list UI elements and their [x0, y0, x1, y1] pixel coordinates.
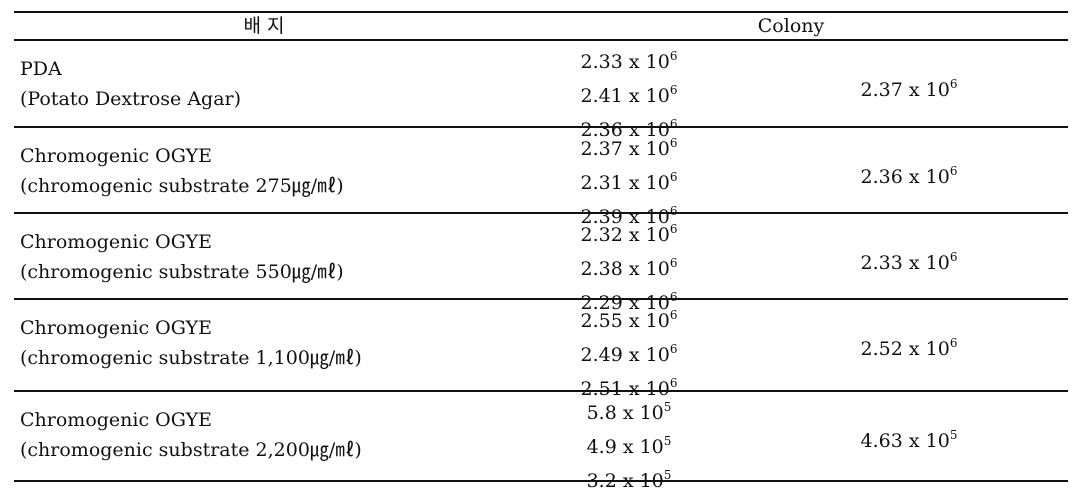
colony-value: 2.51 x 106: [580, 376, 678, 400]
medium-name: Chromogenic OGYE (chromogenic substrate 5…: [20, 231, 344, 283]
row-rule: [14, 212, 1068, 214]
table-row: Chromogenic OGYE (chromogenic substrate 2…: [14, 127, 1068, 228]
colony-mean: 4.63 x 105: [860, 428, 958, 452]
medium-name: Chromogenic OGYE (chromogenic substrate 2…: [20, 409, 362, 461]
colony-value: 2.37 x 106: [580, 136, 678, 160]
colony-values: 2.32 x 106 2.38 x 106 2.29 x 106: [534, 215, 724, 317]
row-rule: [14, 480, 1068, 482]
row-rule: [14, 390, 1068, 392]
header-rule: [14, 39, 1068, 41]
colony-values: 2.55 x 106 2.49 x 106 2.51 x 106: [534, 301, 724, 403]
colony-values: 2.33 x 106 2.41 x 106 2.36 x 106: [534, 42, 724, 144]
colony-value: 2.29 x 106: [580, 290, 678, 314]
colony-value: 3.2 x 105: [586, 468, 672, 492]
header-colony: Colony: [757, 15, 825, 37]
medium-name: PDA (Potato Dextrose Agar): [20, 58, 242, 110]
colony-value: 5.8 x 105: [586, 400, 672, 424]
colony-mean: 2.37 x 106: [860, 77, 958, 101]
colony-value: 2.49 x 106: [580, 342, 678, 366]
medium-name: Chromogenic OGYE (chromogenic substrate 2…: [20, 145, 344, 197]
header-medium: 배 지: [243, 15, 285, 37]
colony-value: 2.31 x 106: [580, 170, 678, 194]
row-rule: [14, 126, 1068, 128]
colony-value: 2.32 x 106: [580, 222, 678, 246]
colony-values: 2.37 x 106 2.31 x 106 2.39 x 106: [534, 129, 724, 231]
row-rule: [14, 298, 1068, 300]
table-row: Chromogenic OGYE (chromogenic substrate 1…: [14, 299, 1068, 400]
medium-name: Chromogenic OGYE (chromogenic substrate 1…: [20, 317, 362, 369]
table-row: Chromogenic OGYE (chromogenic substrate 5…: [14, 213, 1068, 314]
colony-value: 2.33 x 106: [580, 49, 678, 73]
colony-values: 5.8 x 105 4.9 x 105 3.2 x 105: [534, 393, 724, 495]
colony-mean: 2.33 x 106: [860, 250, 958, 274]
colony-value: 2.38 x 106: [580, 256, 678, 280]
table-row: PDA (Potato Dextrose Agar) 2.33 x 106 2.41…: [14, 40, 1068, 141]
table-top-rule: [14, 11, 1068, 13]
colony-value: 2.36 x 106: [580, 117, 678, 141]
colony-value: 4.9 x 105: [586, 434, 672, 458]
colony-value: 2.55 x 106: [580, 308, 678, 332]
colony-mean: 2.36 x 106: [860, 164, 958, 188]
colony-mean: 2.52 x 106: [860, 336, 958, 360]
table-row: Chromogenic OGYE (chromogenic substrate 2…: [14, 391, 1068, 492]
colony-value: 2.39 x 106: [580, 204, 678, 228]
colony-value: 2.41 x 106: [580, 83, 678, 107]
